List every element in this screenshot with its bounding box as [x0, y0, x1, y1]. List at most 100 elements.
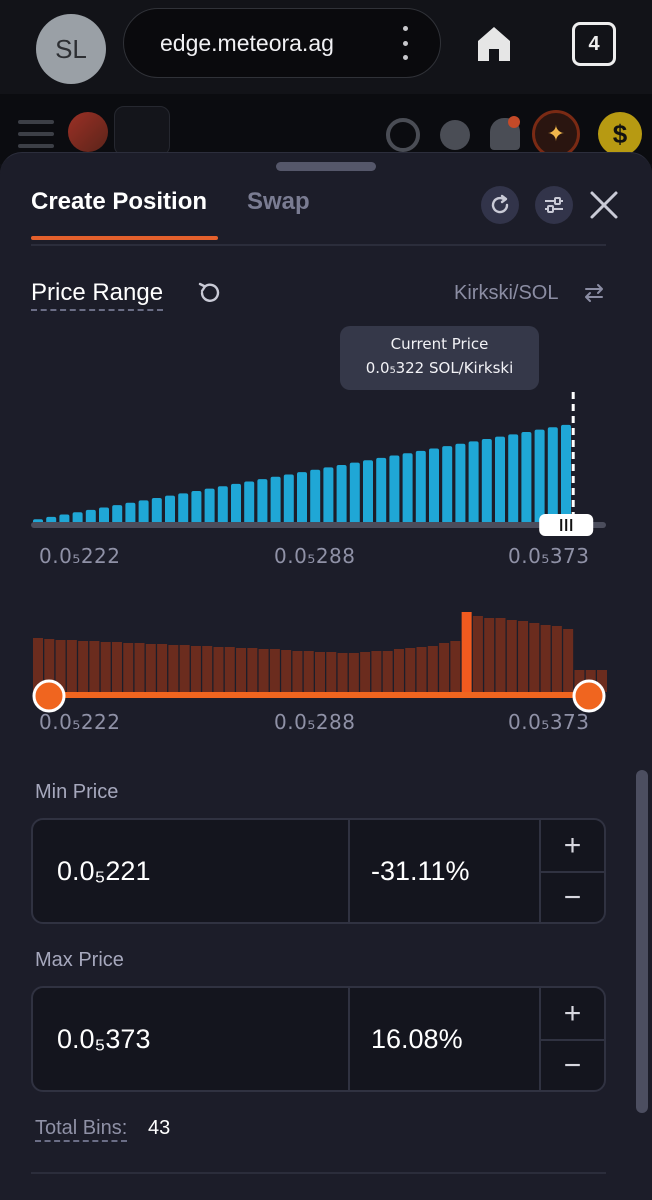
range-bin-bar [393, 649, 404, 692]
liquidity-axis-max: 0.0₅373 [508, 544, 590, 568]
liquidity-bar [429, 448, 439, 524]
liquidity-bar [402, 453, 413, 524]
range-bin-bar [168, 645, 179, 692]
range-bin-bar [179, 645, 190, 692]
range-axis-max: 0.0₅373 [508, 710, 590, 734]
tab-create-position[interactable]: Create Position [31, 188, 208, 215]
min-price-decrement-button[interactable]: − [563, 880, 582, 914]
liquidity-bar [204, 488, 215, 524]
max-price-input[interactable]: 0.0₅373 [57, 1024, 151, 1054]
divider [348, 820, 350, 922]
total-bins-label[interactable]: Total Bins: [35, 1117, 128, 1142]
reset-icon[interactable] [196, 280, 222, 306]
liquidity-bar [323, 467, 334, 524]
range-bin-bar [540, 625, 551, 692]
tooltip-title: Current Price [390, 335, 489, 353]
close-icon[interactable] [586, 187, 622, 223]
section-divider [31, 1172, 606, 1174]
liquidity-bar [455, 443, 466, 524]
range-bin-bar [597, 670, 607, 692]
range-bin-bar [416, 647, 427, 692]
sheet-drag-handle[interactable] [276, 162, 376, 171]
sliders-icon [545, 197, 563, 213]
min-price-input[interactable]: 0.0₅221 [57, 856, 151, 886]
refresh-icon [491, 194, 509, 214]
max-price-decrement-button[interactable]: − [563, 1048, 582, 1082]
range-bin-bar [326, 652, 337, 692]
range-min-handle[interactable] [32, 679, 66, 713]
range-bin-bar [236, 648, 247, 692]
liquidity-bar [547, 427, 558, 524]
tab-switcher-button[interactable]: 4 [572, 22, 616, 66]
gauge-icon[interactable] [386, 118, 420, 152]
liquidity-bar [521, 431, 532, 524]
range-bin-bar [66, 640, 77, 692]
liquidity-bar [442, 446, 453, 524]
range-axis-min: 0.0₅222 [39, 710, 121, 734]
tab-divider [31, 244, 606, 246]
range-bin-bar [100, 642, 111, 692]
range-bin-bar [78, 641, 89, 692]
liquidity-bar [534, 429, 545, 524]
range-bin-bar [371, 651, 382, 692]
range-bin-bar [518, 621, 529, 692]
refresh-button[interactable] [481, 186, 519, 224]
price-range-charts[interactable] [0, 320, 652, 760]
meteora-logo-icon[interactable] [68, 112, 108, 152]
menu-icon[interactable] [18, 120, 54, 148]
gear-icon[interactable] [440, 120, 470, 150]
min-price-increment-button[interactable]: + [563, 828, 582, 862]
scrollbar[interactable] [636, 770, 648, 1113]
liquidity-bar [415, 450, 426, 524]
swap-arrows-icon[interactable] [582, 281, 606, 305]
sparkle-icon[interactable]: ✦ [532, 110, 580, 158]
liquidity-bar [389, 455, 400, 524]
range-max-handle[interactable] [572, 679, 606, 713]
range-bin-bar [269, 649, 280, 692]
range-bin-bar [461, 612, 472, 692]
max-price-increment-button[interactable]: + [563, 996, 582, 1030]
range-bin-bar [574, 670, 585, 692]
min-price-field: 0.0₅221 -31.11% + − [31, 818, 606, 924]
liquidity-bar [349, 462, 360, 524]
range-bin-bar [506, 620, 517, 692]
range-bin-bar [472, 616, 483, 692]
liquidity-bar [376, 457, 387, 524]
range-bin-bar [190, 646, 201, 692]
range-bin-bar [145, 644, 156, 692]
settings-button[interactable] [535, 186, 573, 224]
range-bin-bar [292, 651, 303, 692]
min-price-percent-input[interactable]: -31.11% [371, 856, 470, 886]
range-bin-bar [134, 643, 145, 692]
liquidity-bar [270, 476, 281, 524]
range-bin-bar [303, 651, 314, 692]
range-bin-bar [202, 646, 213, 692]
range-bin-bar [450, 641, 461, 692]
address-bar[interactable]: edge.meteora.ag [123, 8, 441, 78]
divider [541, 1039, 604, 1041]
range-bin-bar [551, 626, 562, 692]
tab-swap[interactable]: Swap [247, 188, 310, 215]
home-icon[interactable] [474, 24, 514, 64]
max-price-field: 0.0₅373 16.08% + − [31, 986, 606, 1092]
wallet-coin-icon[interactable]: $ [598, 112, 642, 156]
more-options-icon[interactable] [396, 26, 414, 60]
profile-avatar[interactable]: SL [36, 14, 106, 84]
price-track [31, 522, 606, 528]
range-bin-bar [281, 650, 292, 692]
liquidity-bar [165, 495, 175, 524]
search-icon[interactable] [114, 106, 170, 156]
range-bin-bar [258, 649, 269, 692]
max-price-percent-input[interactable]: 16.08% [371, 1024, 463, 1054]
divider [541, 871, 604, 873]
token-pair-label[interactable]: Kirkski/SOL [454, 282, 559, 304]
liquidity-bar [85, 509, 96, 524]
liquidity-axis-mid: 0.0₅288 [274, 544, 356, 568]
active-tab-indicator [31, 236, 218, 240]
range-bin-bar [495, 618, 506, 692]
price-range-title[interactable]: Price Range [31, 279, 164, 311]
liquidity-bar [468, 441, 479, 524]
liquidity-bar [363, 460, 373, 524]
liquidity-axis-min: 0.0₅222 [39, 544, 121, 568]
tooltip-value: 0.0₅322 SOL/Kirkski [365, 359, 514, 377]
